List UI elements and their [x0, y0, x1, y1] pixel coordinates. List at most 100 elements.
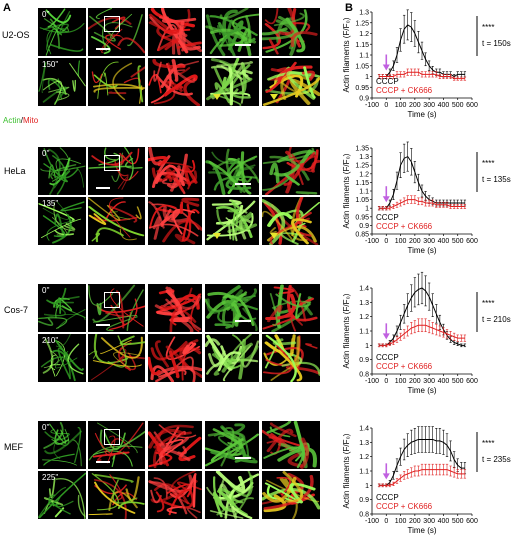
- micrograph-tile: [205, 58, 259, 106]
- x-tick-label: 400: [438, 238, 450, 245]
- micrograph-tile: 210'': [38, 334, 86, 382]
- x-tick-label: 0: [384, 378, 388, 385]
- time-stamp-label: 0'': [42, 10, 50, 19]
- x-tick-label: 500: [452, 102, 464, 109]
- y-tick-label: 1.05: [355, 197, 369, 204]
- x-tick-label: 200: [409, 378, 421, 385]
- time-stamp-label: 150'': [42, 60, 59, 69]
- micrograph-tile: [148, 421, 202, 469]
- yellow-arrowhead-icon: [270, 233, 278, 239]
- y-axis-label: Actin filaments (F/F₀): [342, 17, 351, 92]
- micrograph-tile: [148, 58, 202, 106]
- micrograph-tile: [205, 8, 259, 56]
- micrograph-tile: [262, 8, 320, 56]
- y-tick-label: 0.8: [359, 512, 369, 519]
- x-tick-label: 600: [466, 378, 478, 385]
- y-axis-label: Actin filaments (F/F₀): [342, 293, 351, 368]
- legend-cccp: CCCP: [376, 77, 399, 86]
- micrograph-tile: [88, 421, 145, 469]
- significance-annotation: **** t = 210s: [476, 292, 511, 332]
- legend-cccp: CCCP: [376, 213, 399, 222]
- y-tick-label: 1.1: [359, 329, 369, 336]
- y-tick-label: 0.95: [355, 214, 369, 221]
- y-tick-label: 0.85: [355, 232, 369, 239]
- zoom-region-box: [104, 292, 120, 308]
- x-tick-label: -100: [365, 102, 379, 109]
- y-tick-label: 1.4: [359, 426, 369, 433]
- micrograph-tile: 135'': [38, 197, 86, 245]
- row-label-mef: MEF: [4, 442, 23, 452]
- treatment-arrow-icon: [382, 323, 390, 340]
- y-tick-label: 1.2: [359, 171, 369, 178]
- x-tick-label: 100: [395, 378, 407, 385]
- actin-chart: 0.8 0.9 1 1.1 1.2 1.3 1.4 -100 0 100 200 300 400 500 6…: [340, 420, 520, 552]
- micrograph-tile: [262, 197, 320, 245]
- x-tick-label: 200: [409, 238, 421, 245]
- x-tick-label: -100: [365, 378, 379, 385]
- significance-stars: ****: [482, 159, 494, 168]
- y-tick-label: 0.8: [359, 372, 369, 379]
- micrograph-tile: [205, 334, 259, 382]
- treatment-arrow-icon: [382, 186, 390, 203]
- micrograph-tile: [205, 284, 259, 332]
- micrograph-tile: [88, 334, 145, 382]
- scale-bar: [235, 44, 251, 46]
- x-tick-label: 500: [452, 378, 464, 385]
- yellow-arrowhead-icon: [213, 94, 221, 100]
- legend-cccp-ck666: CCCP + CK666: [376, 362, 433, 371]
- micrograph-tile: [262, 421, 320, 469]
- time-stamp-label: 225'': [42, 473, 59, 482]
- micrograph-tile: 225'': [38, 471, 86, 519]
- y-tick-label: 1.15: [355, 180, 369, 187]
- significance-annotation: **** t = 235s: [476, 432, 511, 472]
- y-tick-label: 1.05: [355, 63, 369, 70]
- x-axis-label: Time (s): [407, 110, 436, 119]
- x-axis-label: Time (s): [407, 386, 436, 395]
- scale-bar: [96, 461, 110, 463]
- y-axis-label: Actin filaments (F/F₀): [342, 153, 351, 228]
- treatment-arrow-icon: [382, 54, 390, 71]
- actin-chart: 0.85 0.9 0.95 1 1.05 1.1 1.15 1.2 1.25 1.3 1.35 -10…: [340, 140, 520, 272]
- zoom-region-box: [104, 16, 120, 32]
- micrograph-tile: [148, 197, 202, 245]
- micrograph-tile: [262, 334, 320, 382]
- time-annotation: t = 135s: [482, 175, 511, 184]
- y-tick-label: 1.1: [359, 189, 369, 196]
- legend-cccp: CCCP: [376, 493, 399, 502]
- time-stamp-label: 0'': [42, 423, 50, 432]
- time-annotation: t = 235s: [482, 455, 511, 464]
- x-tick-label: 400: [438, 102, 450, 109]
- x-tick-label: 600: [466, 102, 478, 109]
- time-annotation: t = 150s: [482, 39, 511, 48]
- x-tick-label: 600: [466, 238, 478, 245]
- y-tick-label: 1.2: [359, 31, 369, 38]
- x-tick-label: 300: [423, 102, 435, 109]
- micrograph-tile: [88, 284, 145, 332]
- x-tick-label: 100: [395, 238, 407, 245]
- y-tick-label: 1.2: [359, 454, 369, 461]
- x-tick-label: 0: [384, 238, 388, 245]
- micrograph-tile: [262, 284, 320, 332]
- micrograph-tile: [148, 334, 202, 382]
- scale-bar: [96, 48, 110, 50]
- y-tick-label: 1.2: [359, 314, 369, 321]
- y-tick-label: 1: [365, 483, 369, 490]
- x-tick-label: 200: [409, 102, 421, 109]
- series-cccp: [377, 9, 467, 79]
- x-tick-label: 300: [423, 518, 435, 525]
- micrograph-tile: 0'': [38, 147, 86, 195]
- legend-cccp-ck666: CCCP + CK666: [376, 502, 433, 511]
- scale-bar: [96, 187, 110, 189]
- series-cccp-ck666: [377, 68, 467, 81]
- y-tick-label: 0.9: [359, 497, 369, 504]
- y-tick-label: 1.1: [359, 469, 369, 476]
- micrograph-tile: [262, 147, 320, 195]
- micrograph-tile: [88, 58, 145, 106]
- channel-legend: Actin/Mito: [3, 116, 38, 125]
- series-cccp-ck666: [377, 195, 467, 211]
- x-tick-label: 0: [384, 518, 388, 525]
